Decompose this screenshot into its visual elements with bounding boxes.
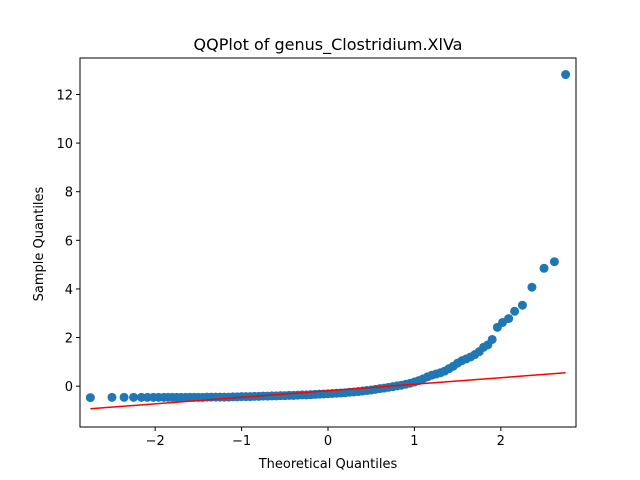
x-tick-label: 0 [324,434,332,449]
data-point [487,334,497,344]
y-tick-label: 2 [65,332,73,347]
data-point [129,392,139,402]
data-point [517,300,527,310]
x-tick-label: −2 [146,434,165,449]
y-tick-label: 0 [65,380,73,395]
x-tick-label: 2 [497,434,505,449]
x-tick-label: 1 [410,434,418,449]
x-axis-label: Theoretical Quantiles [258,457,398,472]
data-point [85,393,95,403]
chart-title: QQPlot of genus_Clostridium.XlVa [194,35,463,55]
y-tick-label: 12 [56,88,73,103]
data-point [510,306,520,316]
x-tick-label: −1 [232,434,251,449]
y-tick-label: 4 [65,283,73,298]
data-point [107,392,117,402]
data-point [504,314,514,324]
reference-line [90,372,566,410]
data-point [527,282,537,292]
data-point [549,257,559,267]
y-tick-label: 10 [56,137,73,152]
data-point [119,392,129,402]
y-tick-label: 6 [65,234,73,249]
y-axis-label: Sample Quantiles [32,186,47,301]
data-point [539,263,549,273]
data-point [561,70,571,80]
y-tick-label: 8 [65,186,73,201]
